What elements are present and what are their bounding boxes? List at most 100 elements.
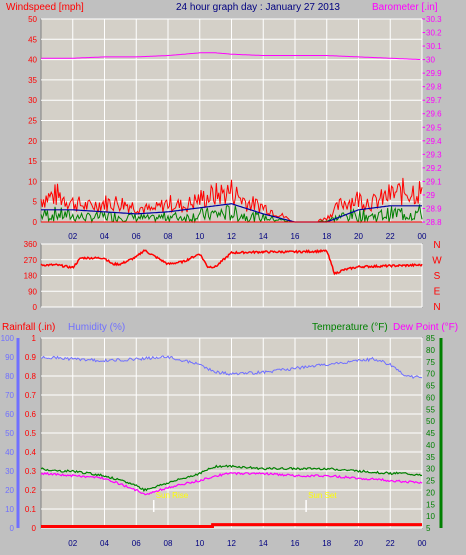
rain-y-tick-label: 0.6 xyxy=(25,410,37,419)
wind-x-tick-label: 20 xyxy=(354,232,363,241)
humidity-y-tick-label: 40 xyxy=(5,448,14,457)
barometer-legend: Barometer [.in] xyxy=(372,2,438,13)
temp-y-tick-label: 5 xyxy=(426,524,431,533)
temp-y-tick-label: 20 xyxy=(426,488,435,497)
temp-y-tick-label: 65 xyxy=(426,382,435,391)
compass-label: W xyxy=(432,256,442,267)
wind-x-tick-label: 22 xyxy=(386,232,395,241)
direction-y-tick-label: 90 xyxy=(28,287,37,296)
wind-y-tick-label: 10 xyxy=(28,177,37,186)
rain-y-tick-label: 0.2 xyxy=(25,486,37,495)
wind-x-tick-label: 08 xyxy=(164,232,173,241)
wind-direction-line xyxy=(40,248,423,276)
temp-y-tick-label: 45 xyxy=(426,429,435,438)
rain-y-tick-label: 0 xyxy=(32,524,37,533)
windspeed-legend: Windspeed [mph] xyxy=(6,2,84,13)
wind-y-tick-label: 25 xyxy=(28,117,37,126)
temp-x-tick-label: 10 xyxy=(195,539,204,548)
rain-y-tick-label: 0.7 xyxy=(25,391,37,400)
temp-y-tick-label: 55 xyxy=(426,405,435,414)
wind-avg-line xyxy=(41,203,422,223)
temp-y-tick-label: 10 xyxy=(426,512,435,521)
barometer-y-tick-label: 29 xyxy=(426,191,435,200)
compass-label: N xyxy=(433,240,440,251)
temp-y-tick-label: 60 xyxy=(426,393,435,402)
temp-x-tick-label: 18 xyxy=(322,539,331,548)
page-title: 24 hour graph day : January 27 2013 xyxy=(176,2,340,13)
sun-event-label: Sun Rise xyxy=(156,491,189,500)
barometer-y-tick-label: 30.2 xyxy=(426,29,442,38)
temp-y-tick-label: 70 xyxy=(426,370,435,379)
barometer-y-tick-label: 30.3 xyxy=(426,15,442,24)
temperature-legend: Temperature (°F) xyxy=(312,322,388,333)
wind-x-tick-label: 10 xyxy=(195,232,204,241)
wind-y-tick-label: 35 xyxy=(28,76,37,85)
wind-y-tick-label: 50 xyxy=(28,15,37,24)
temp-y-tick-label: 40 xyxy=(426,441,435,450)
direction-y-tick-label: 360 xyxy=(24,240,38,249)
humidity-y-tick-label: 10 xyxy=(5,505,14,514)
temp-y-tick-label: 75 xyxy=(426,358,435,367)
temp-x-tick-label: 02 xyxy=(68,539,77,548)
humidity-line xyxy=(40,355,423,380)
wind-y-tick-label: 45 xyxy=(28,35,37,44)
temp-x-tick-label: 06 xyxy=(132,539,141,548)
humidity-y-tick-label: 80 xyxy=(5,372,14,381)
wind-y-tick-label: 30 xyxy=(28,96,37,105)
barometer-y-tick-label: 28.8 xyxy=(426,218,442,227)
temp-y-tick-label: 50 xyxy=(426,417,435,426)
barometer-y-tick-label: 29.7 xyxy=(426,96,442,105)
compass-label: S xyxy=(434,271,441,282)
rain-y-tick-label: 0.8 xyxy=(25,372,37,381)
temp-y-tick-label: 30 xyxy=(426,465,435,474)
temp-y-tick-label: 25 xyxy=(426,477,435,486)
wind-x-tick-label: 02 xyxy=(68,232,77,241)
wind-x-tick-label: 14 xyxy=(259,232,268,241)
humidity-y-tick-label: 60 xyxy=(5,410,14,419)
wind-y-tick-label: 5 xyxy=(33,198,38,207)
compass-label: E xyxy=(434,287,441,298)
barometer-y-tick-label: 29.6 xyxy=(426,110,442,119)
rainfall-line xyxy=(41,523,422,528)
wind-y-tick-label: 20 xyxy=(28,137,37,146)
rain-y-tick-label: 0.4 xyxy=(25,448,37,457)
wind-x-tick-label: 16 xyxy=(291,232,300,241)
wind-y-tick-label: 0 xyxy=(33,218,38,227)
wind-x-tick-label: 12 xyxy=(227,232,236,241)
barometer-y-tick-label: 30 xyxy=(426,56,435,65)
barometer-line xyxy=(41,52,421,60)
compass-label: N xyxy=(433,302,440,313)
wind-x-tick-label: 06 xyxy=(132,232,141,241)
temp-y-tick-label: 35 xyxy=(426,453,435,462)
barometer-y-tick-label: 29.2 xyxy=(426,164,442,173)
humidity-y-tick-label: 90 xyxy=(5,353,14,362)
temp-x-tick-label: 14 xyxy=(259,539,268,548)
barometer-y-tick-label: 29.8 xyxy=(426,83,442,92)
temp-x-tick-label: 16 xyxy=(291,539,300,548)
windspeed-line xyxy=(40,177,423,223)
barometer-y-tick-label: 29.9 xyxy=(426,69,442,78)
chart-layer: 0510152025303540455028.828.92929.129.229… xyxy=(1,15,443,548)
humidity-y-tick-label: 20 xyxy=(5,486,14,495)
rain-y-tick-label: 0.9 xyxy=(25,353,37,362)
humidity-y-tick-label: 100 xyxy=(1,334,15,343)
wind-x-tick-label: 04 xyxy=(100,232,109,241)
temp-y-tick-label: 80 xyxy=(426,346,435,355)
temp-x-tick-label: 04 xyxy=(100,539,109,548)
dewpoint-line xyxy=(40,471,423,496)
wind-x-tick-label: 18 xyxy=(322,232,331,241)
wind-y-tick-label: 15 xyxy=(28,157,37,166)
temp-x-tick-label: 20 xyxy=(354,539,363,548)
direction-y-tick-label: 180 xyxy=(24,272,38,281)
rain-y-tick-label: 1 xyxy=(32,334,37,343)
temp-x-tick-label: 08 xyxy=(164,539,173,548)
barometer-y-tick-label: 29.4 xyxy=(426,137,442,146)
direction-y-tick-label: 270 xyxy=(24,256,38,265)
wind-y-tick-label: 40 xyxy=(28,56,37,65)
sun-event-label: Sun Set xyxy=(308,491,337,500)
humidity-y-tick-label: 50 xyxy=(5,429,14,438)
barometer-y-tick-label: 29.3 xyxy=(426,150,442,159)
barometer-y-tick-label: 29.1 xyxy=(426,177,442,186)
dewpoint-legend: Dew Point (°F) xyxy=(393,322,458,333)
